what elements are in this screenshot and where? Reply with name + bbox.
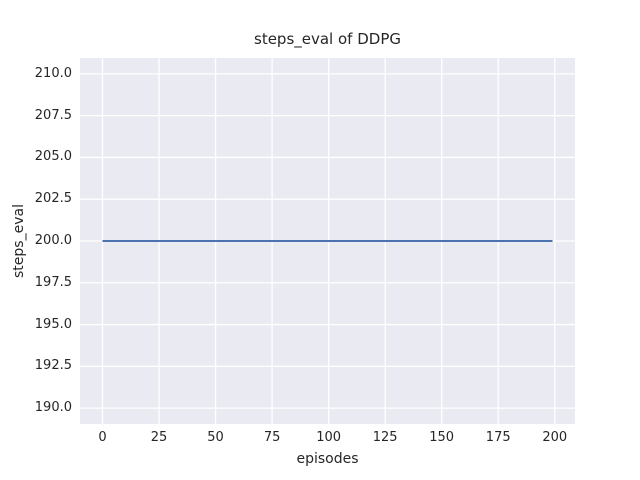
y-tick-label: 205.0 xyxy=(34,149,72,165)
x-tick-label: 75 xyxy=(263,430,281,445)
y-tick-label: 190.0 xyxy=(34,400,72,416)
y-tick-label: 207.5 xyxy=(34,107,72,123)
y-tick-label: 200.0 xyxy=(34,233,72,248)
x-tick-label: 50 xyxy=(207,430,224,445)
x-tick-label: 200 xyxy=(542,430,568,445)
y-tick-label: 202.5 xyxy=(34,191,72,207)
plot-area xyxy=(80,58,575,424)
x-tick-label: 100 xyxy=(316,430,342,445)
y-tick-label: 192.5 xyxy=(34,358,72,374)
x-tick-label: 25 xyxy=(150,430,168,445)
y-tick-label: 195.0 xyxy=(34,316,72,332)
x-axis-label: episodes xyxy=(296,451,359,467)
x-tick-label: 125 xyxy=(372,430,398,445)
chart-title: steps_eval of DDPG xyxy=(254,30,401,48)
y-tick-label: 210.0 xyxy=(34,65,72,81)
plot-canvas xyxy=(80,58,575,424)
x-tick-label: 0 xyxy=(98,430,107,445)
x-tick-label: 175 xyxy=(485,430,511,445)
y-tick-label: 197.5 xyxy=(34,274,72,290)
x-tick-label: 150 xyxy=(429,430,455,445)
